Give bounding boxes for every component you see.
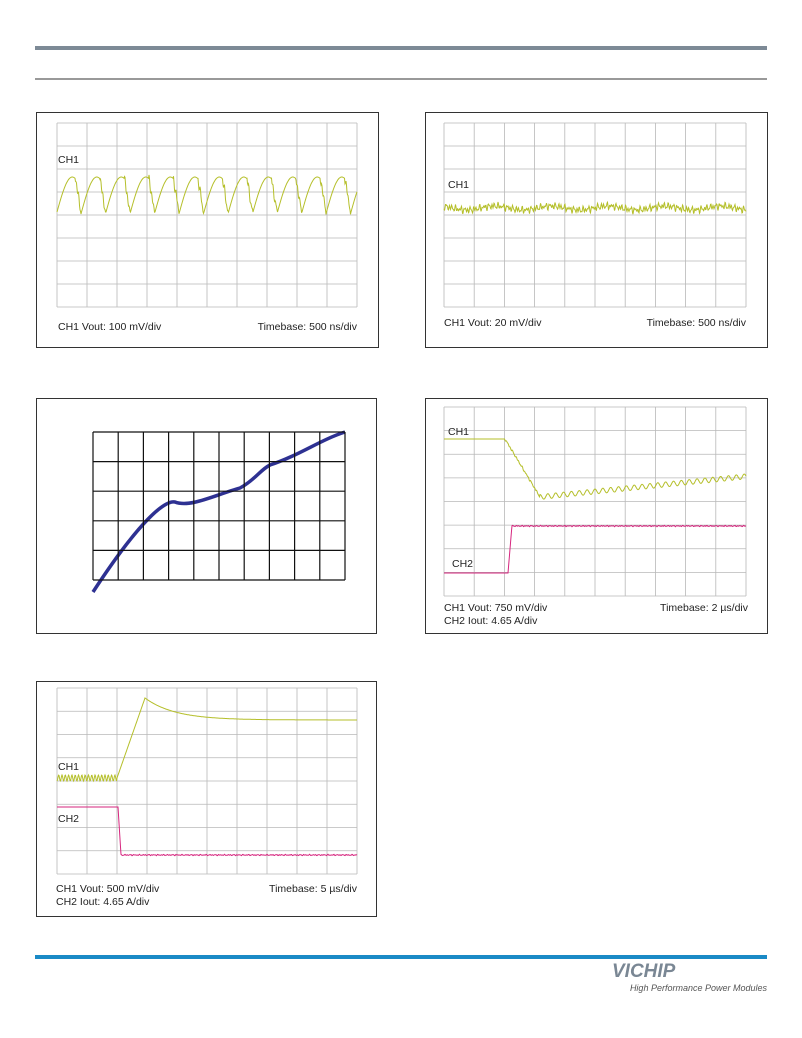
panel-frame xyxy=(425,112,768,348)
trace xyxy=(56,697,357,783)
caption: CH2 Iout: 4.65 A/div xyxy=(56,896,150,908)
channel-label: CH1 xyxy=(58,761,79,773)
brand: VICHIP xyxy=(612,961,676,982)
curve xyxy=(91,430,346,593)
channel-label: CH1 xyxy=(448,426,469,438)
panel-frame xyxy=(425,398,768,634)
footer-rule xyxy=(35,955,767,959)
panel-frame xyxy=(36,112,379,348)
trace xyxy=(57,806,358,857)
caption: CH1 Vout: 100 mV/div xyxy=(58,321,162,333)
timebase: Timebase: 500 ns/div xyxy=(258,321,358,333)
channel-label: CH2 xyxy=(58,813,79,825)
trace xyxy=(444,524,747,574)
caption: CH1 Vout: 500 mV/div xyxy=(56,883,160,895)
channel-label: CH1 xyxy=(448,179,469,191)
timebase: Timebase: 5 µs/div xyxy=(269,883,358,895)
channel-label: CH2 xyxy=(452,558,473,570)
curve-graph xyxy=(91,430,346,593)
trace xyxy=(444,438,747,500)
panel-frame xyxy=(36,398,377,634)
panel-frame xyxy=(36,681,377,917)
caption: CH2 Iout: 4.65 A/div xyxy=(444,615,538,627)
header-rule xyxy=(35,46,767,50)
timebase: Timebase: 500 ns/div xyxy=(647,317,747,329)
tagline: High Performance Power Modules xyxy=(630,983,768,993)
trace xyxy=(443,200,747,215)
caption: CH1 Vout: 20 mV/div xyxy=(444,317,542,329)
trace xyxy=(56,174,358,216)
timebase: Timebase: 2 µs/div xyxy=(660,602,749,614)
channel-label: CH1 xyxy=(58,154,79,166)
caption: CH1 Vout: 750 mV/div xyxy=(444,602,548,614)
